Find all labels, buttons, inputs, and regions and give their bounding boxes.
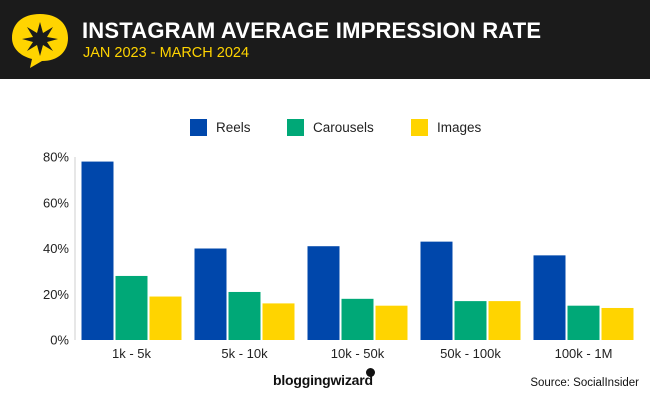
legend-label: Images xyxy=(437,120,482,135)
chart-title: INSTAGRAM AVERAGE IMPRESSION RATE xyxy=(82,18,542,43)
bar-carousels-1 xyxy=(228,291,261,340)
chart-subtitle: JAN 2023 - MARCH 2024 xyxy=(83,45,250,61)
x-tick-label: 100k - 1M xyxy=(555,346,613,361)
x-tick-label: 5k - 10k xyxy=(221,346,268,361)
legend-item-carousels: Carousels xyxy=(287,119,374,136)
legend-swatch xyxy=(190,119,207,136)
y-tick-label: 80% xyxy=(43,150,69,165)
source-note: Source: SocialInsider xyxy=(530,377,639,389)
bar-carousels-2 xyxy=(341,298,374,340)
bar-images-2 xyxy=(375,305,408,340)
x-tick-label: 10k - 50k xyxy=(331,346,385,361)
legend-swatch xyxy=(287,119,304,136)
bar-reels-2 xyxy=(307,246,340,340)
y-tick-label: 0% xyxy=(50,333,69,348)
y-tick-label: 20% xyxy=(43,287,69,302)
legend-item-images: Images xyxy=(411,119,481,136)
bar-reels-3 xyxy=(420,241,453,340)
bar-images-3 xyxy=(488,301,521,340)
y-tick-label: 60% xyxy=(43,195,69,210)
x-tick-label: 50k - 100k xyxy=(440,346,501,361)
bar-reels-0 xyxy=(81,161,114,340)
bar-reels-4 xyxy=(533,255,566,340)
brand-dot-icon xyxy=(366,368,375,377)
bar-carousels-4 xyxy=(567,305,600,340)
legend-item-reels: Reels xyxy=(190,119,251,136)
bar-images-4 xyxy=(601,307,634,340)
legend-label: Reels xyxy=(216,120,251,135)
bar-carousels-3 xyxy=(454,301,487,340)
brand-logo-text: bloggingwizard xyxy=(273,372,373,388)
legend-label: Carousels xyxy=(313,120,374,135)
bar-images-0 xyxy=(149,296,182,340)
x-tick-label: 1k - 5k xyxy=(112,346,152,361)
legend-swatch xyxy=(411,119,428,136)
header-bar: INSTAGRAM AVERAGE IMPRESSION RATE JAN 20… xyxy=(0,0,650,79)
star-burst-logo-icon xyxy=(12,14,68,68)
chart-legend: Reels Carousels Images xyxy=(0,119,650,139)
bar-images-1 xyxy=(262,303,295,340)
bar-carousels-0 xyxy=(115,275,148,340)
bar-reels-1 xyxy=(194,248,227,340)
y-tick-label: 40% xyxy=(43,241,69,256)
